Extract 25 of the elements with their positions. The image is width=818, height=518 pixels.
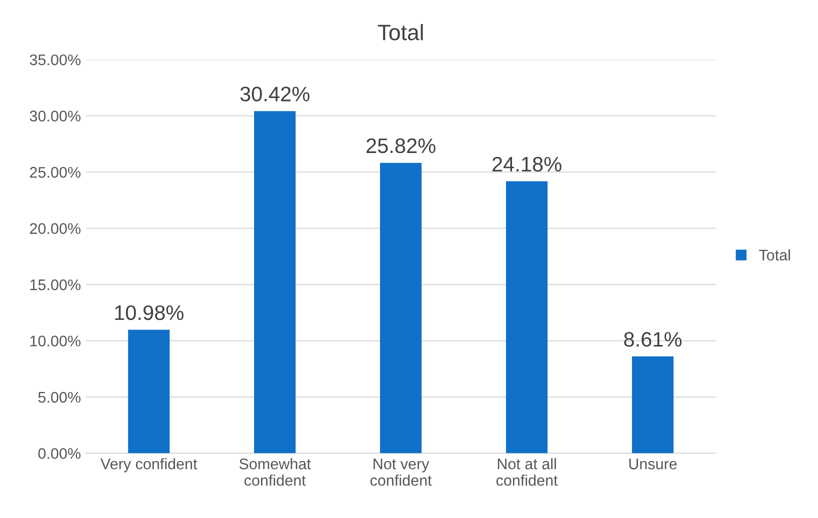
data-label: 10.98% (115, 305, 184, 320)
y-tick-label: 5.00% (38, 392, 80, 403)
x-tick-label: Not very confident (370, 458, 432, 486)
x-tick-label: Very confident (100, 458, 198, 472)
data-label: 30.42% (240, 86, 310, 102)
bar (632, 356, 674, 454)
y-tick-label: 20.00% (30, 223, 80, 234)
bar (128, 330, 170, 454)
x-tick-label: Not at all confident (496, 458, 558, 486)
legend-label: Total (759, 249, 790, 261)
data-label: 8.61% (624, 332, 682, 347)
y-tick-label: 25.00% (30, 166, 80, 178)
x-tick-label: Unsure (629, 458, 677, 470)
bar (506, 181, 548, 454)
data-label: 25.82% (366, 138, 436, 154)
bar (254, 111, 296, 454)
y-tick-label: 30.00% (30, 110, 80, 122)
chart-title: Total (378, 24, 423, 40)
data-label: 24.18% (492, 156, 562, 172)
bar (380, 162, 422, 454)
y-tick-label: 35.00% (30, 54, 80, 66)
y-tick-label: 0.00% (38, 448, 80, 459)
x-tick-label: Somewhat confident (239, 458, 311, 486)
y-tick-label: 15.00% (30, 279, 80, 290)
y-tick-label: 10.00% (30, 336, 80, 346)
